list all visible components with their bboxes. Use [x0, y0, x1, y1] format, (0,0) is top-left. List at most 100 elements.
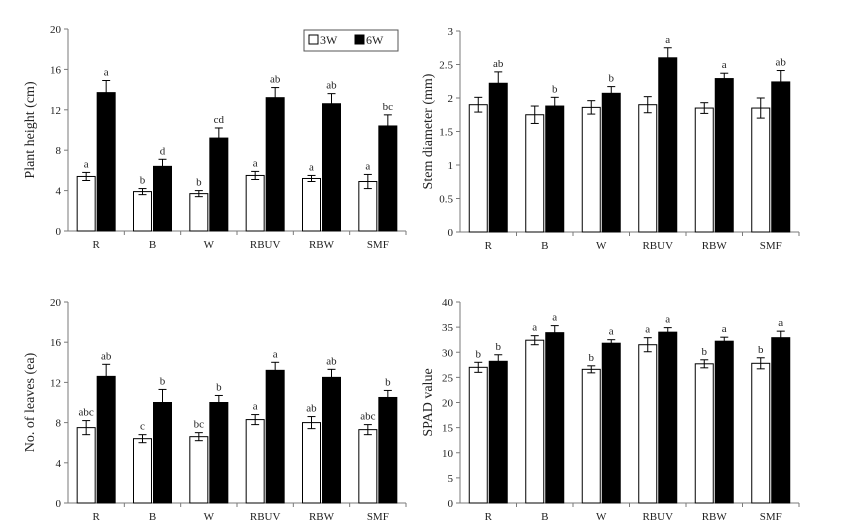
- panel-spad-value: 0 5 10 15 20 25 30 35 40 SPAD value Rb b Ba a Wb a RBUV a…: [421, 297, 800, 523]
- x-tick-label: W: [596, 511, 607, 523]
- legend: 3W 6W: [303, 29, 399, 52]
- bar-3w: [76, 175, 96, 232]
- y-axis-label: Stem diameter (mm): [421, 73, 436, 189]
- y-tick-label: 16: [50, 337, 62, 349]
- significance-label: a: [665, 314, 670, 326]
- y-tick-label: 12: [50, 105, 61, 117]
- bar-6w: [771, 81, 791, 233]
- significance-label: a: [253, 157, 258, 169]
- significance-label: ab: [493, 58, 504, 70]
- bar-3w: [581, 368, 601, 504]
- bar-6w: [378, 125, 398, 232]
- bar-3w: [76, 427, 96, 504]
- y-tick-label: 15: [442, 423, 454, 435]
- significance-label: ab: [326, 80, 337, 92]
- y-tick-label: 8: [56, 418, 62, 430]
- significance-label: a: [552, 312, 557, 324]
- y-tick-label: 0.5: [439, 194, 453, 206]
- bar-6w: [488, 360, 508, 504]
- x-tick-label: B: [541, 511, 548, 523]
- y-axis-label: Plant height (cm): [23, 81, 38, 179]
- significance-label: a: [665, 34, 670, 46]
- x-tick-label: W: [204, 239, 215, 251]
- y-tick-label: 1: [448, 160, 454, 172]
- significance-label: b: [609, 73, 615, 85]
- y-tick-label: 2.5: [439, 60, 453, 72]
- significance-label: a: [365, 160, 370, 172]
- x-tick-label: SMF: [367, 511, 389, 523]
- y-tick-label: 0: [56, 226, 62, 238]
- legend-frame: [303, 29, 399, 52]
- y-tick-label: 12: [50, 377, 61, 389]
- bar-3w: [638, 344, 658, 504]
- y-tick-label: 3: [448, 26, 454, 38]
- significance-label: d: [160, 145, 166, 157]
- x-tick-label: R: [485, 240, 493, 252]
- x-tick-label: RBW: [309, 239, 335, 251]
- significance-label: a: [532, 322, 537, 334]
- x-tick-label: RBW: [702, 511, 728, 523]
- y-axis-label: No. of leaves (ea): [23, 352, 38, 452]
- significance-label: cd: [214, 114, 225, 126]
- x-tick-label: RBW: [309, 511, 335, 523]
- x-tick-label: RBUV: [250, 239, 281, 251]
- y-tick-label: 20: [50, 24, 62, 36]
- significance-label: b: [476, 348, 482, 360]
- bar-3w: [694, 363, 714, 504]
- significance-label: ab: [326, 355, 337, 367]
- y-tick-label: 4: [56, 458, 62, 470]
- x-tick-label: SMF: [760, 240, 782, 252]
- significance-label: b: [496, 341, 502, 353]
- bar-3w: [694, 107, 714, 233]
- bar-3w: [189, 436, 209, 504]
- bar-6w: [771, 337, 791, 504]
- bar-6w: [322, 376, 341, 504]
- y-axis-label: SPAD value: [421, 368, 436, 436]
- significance-label: b: [160, 375, 166, 387]
- x-tick-label: B: [541, 240, 548, 252]
- y-tick-label: 20: [442, 398, 454, 410]
- bar-3w: [468, 366, 488, 504]
- significance-label: a: [722, 59, 727, 71]
- bar-3w: [133, 438, 152, 504]
- x-tick-label: RBUV: [642, 240, 673, 252]
- y-tick-label: 5: [448, 473, 454, 485]
- significance-label: b: [216, 381, 222, 393]
- x-tick-label: SMF: [760, 511, 782, 523]
- bar-3w: [525, 339, 545, 504]
- bar-6w: [714, 340, 734, 504]
- bar-3w: [245, 174, 265, 232]
- x-tick-label: RBUV: [642, 511, 673, 523]
- bar-6w: [714, 78, 734, 233]
- bar-6w: [545, 332, 565, 504]
- x-tick-label: R: [92, 511, 100, 523]
- bar-3w: [751, 362, 771, 504]
- bar-6w: [378, 396, 398, 504]
- legend-swatch-3w: [308, 34, 319, 45]
- y-tick-label: 40: [442, 297, 454, 309]
- significance-label: a: [609, 326, 614, 338]
- significance-label: a: [778, 317, 783, 329]
- significance-label: a: [84, 158, 89, 170]
- y-tick-label: 35: [442, 322, 454, 334]
- bar-6w: [658, 57, 678, 233]
- significance-label: b: [385, 376, 391, 388]
- bar-6w: [209, 402, 229, 504]
- y-tick-label: 2: [448, 93, 454, 105]
- bar-3w: [525, 114, 545, 233]
- x-tick-label: W: [596, 240, 607, 252]
- significance-label: ab: [776, 57, 787, 69]
- bar-3w: [189, 193, 209, 232]
- bar-6w: [601, 92, 621, 233]
- y-tick-label: 4: [56, 186, 62, 198]
- y-tick-label: 16: [50, 64, 62, 76]
- bar-3w: [245, 419, 265, 504]
- bar-6w: [265, 369, 285, 504]
- significance-label: a: [645, 324, 650, 336]
- panel-stem-diameter: 0 0.5 1 1.5 2 2.5 3 Stem diameter (mm) Rab Bb Wb RB…: [421, 26, 800, 252]
- significance-label: b: [140, 175, 146, 187]
- y-tick-label: 0: [448, 227, 454, 239]
- bar-3w: [302, 422, 321, 504]
- x-tick-label: B: [149, 511, 156, 523]
